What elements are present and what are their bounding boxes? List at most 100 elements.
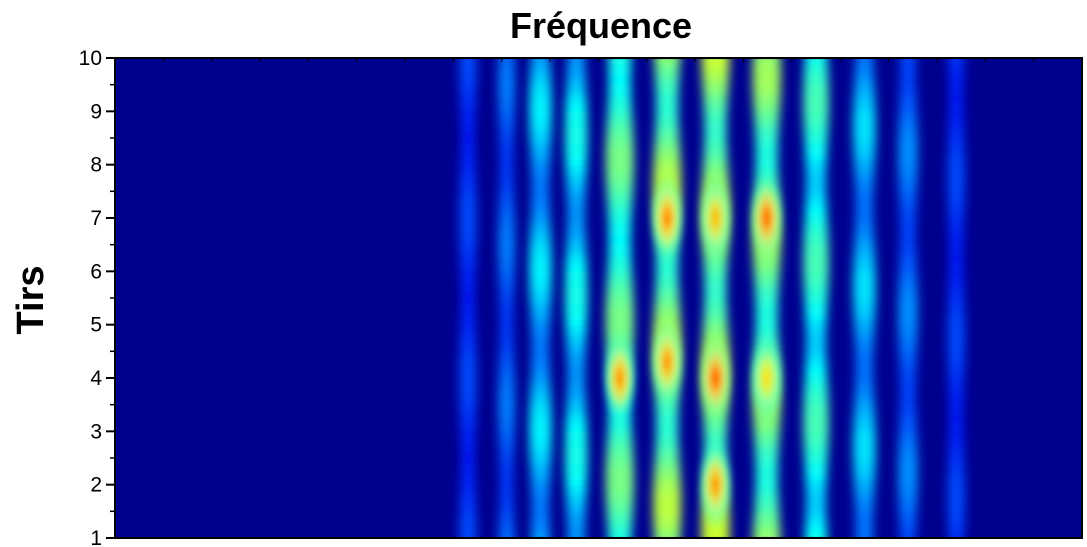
heatmap-cell — [461, 271, 475, 278]
heatmap-cell — [804, 394, 828, 400]
heatmap-cell — [804, 292, 828, 299]
heatmap-cell — [606, 463, 634, 470]
heatmap-cell — [500, 170, 514, 176]
heatmap-cell — [498, 79, 515, 86]
heatmap-stripe — [898, 58, 918, 538]
heatmap-cell — [805, 154, 827, 160]
heatmap-cell — [529, 127, 552, 134]
heatmap-cell — [702, 68, 729, 75]
heatmap-cell — [567, 207, 585, 214]
heatmap-cell — [607, 436, 633, 443]
heatmap-cell — [498, 431, 515, 438]
heatmap-cell — [565, 271, 588, 278]
heatmap-cell — [855, 394, 874, 400]
heatmap-cell — [853, 308, 876, 315]
heatmap-cell — [530, 68, 551, 75]
heatmap-cell — [566, 324, 587, 331]
heatmap-cell — [853, 447, 876, 454]
heatmap-cell — [704, 143, 727, 150]
heatmap-cell — [656, 431, 679, 438]
heatmap-cell — [803, 410, 829, 416]
heatmap-cell — [655, 287, 679, 294]
axes: 1 2 3 4 5 6 7 8 9 10 — [79, 47, 1083, 547]
heatmap-cell — [754, 276, 779, 283]
heatmap-cell — [948, 516, 965, 523]
heatmap-cell — [608, 228, 631, 235]
heatmap-cell — [753, 522, 780, 528]
heatmap-cell — [530, 223, 551, 230]
heatmap-cell — [499, 522, 515, 528]
y-tick-label: 1 — [90, 527, 102, 547]
heatmap-cell — [459, 511, 476, 518]
heatmap-cell — [531, 330, 550, 336]
heatmap-cell — [607, 202, 632, 208]
heatmap-cell — [804, 388, 828, 395]
heatmap-cell — [806, 500, 826, 507]
heatmap-cell — [460, 244, 476, 251]
heatmap-cell — [653, 511, 681, 518]
heatmap-cell — [498, 266, 515, 272]
heatmap-cell — [607, 522, 632, 528]
heatmap-cell — [702, 175, 729, 182]
heatmap-cell — [566, 180, 586, 187]
heatmap-cell — [567, 196, 586, 203]
heatmap-cell — [498, 90, 515, 96]
heatmap-cell — [529, 244, 552, 251]
heatmap-cell — [653, 506, 682, 512]
heatmap-cell — [531, 196, 550, 203]
heatmap-cell — [566, 330, 587, 336]
heatmap-hotspot — [752, 184, 781, 252]
heatmap-cell — [608, 74, 631, 80]
heatmap-cell — [500, 154, 514, 160]
heatmap-cell — [855, 196, 874, 203]
heatmap-cell — [461, 431, 475, 438]
heatmap-cell — [753, 527, 780, 534]
heatmap-cell — [805, 143, 827, 150]
heatmap-cell — [531, 356, 550, 363]
heatmap-cell — [702, 340, 729, 347]
heatmap-cell — [460, 84, 476, 91]
heatmap-cell — [460, 106, 476, 112]
heatmap-cell — [855, 511, 874, 518]
heatmap-cell — [531, 319, 550, 326]
heatmap-cell — [500, 324, 514, 331]
heatmap-cell — [498, 106, 515, 112]
heatmap-cell — [565, 303, 588, 310]
heatmap-cell — [654, 474, 681, 480]
heatmap-cell — [853, 138, 876, 144]
heatmap-cell — [500, 164, 514, 171]
heatmap-cell — [459, 356, 477, 363]
heatmap-cell — [498, 100, 515, 107]
heatmap-cell — [653, 500, 682, 507]
heatmap-cell — [530, 394, 551, 400]
heatmap-cell — [755, 330, 778, 336]
heatmap-cell — [806, 511, 827, 518]
heatmap-cell — [498, 239, 515, 246]
heatmap-cell — [948, 468, 965, 475]
heatmap-cell — [855, 228, 874, 235]
heatmap-cell — [567, 362, 586, 368]
heatmap-cell — [606, 170, 634, 176]
heatmap-cell — [805, 516, 827, 523]
heatmap-cell — [498, 228, 515, 235]
heatmap-cell — [854, 159, 875, 166]
heatmap-cell — [755, 143, 778, 150]
heatmap-cell — [898, 314, 918, 320]
heatmap-cell — [653, 319, 681, 326]
heatmap-cell — [949, 399, 963, 406]
heatmap-cell — [499, 335, 514, 342]
heatmap-cell — [949, 244, 963, 251]
heatmap-cell — [704, 287, 727, 294]
heatmap-cell — [500, 490, 514, 496]
heatmap-cell — [499, 143, 514, 150]
heatmap-cell — [900, 212, 916, 219]
heatmap-cell — [653, 324, 681, 331]
heatmap-cell — [606, 340, 634, 347]
heatmap-cell — [855, 367, 874, 374]
heatmap-cell — [805, 527, 827, 534]
heatmap-cell — [566, 90, 587, 96]
heatmap-cell — [949, 68, 964, 75]
heatmap-cell — [803, 250, 829, 256]
y-tick-label: 8 — [90, 154, 102, 177]
heatmap-cell — [531, 180, 550, 187]
